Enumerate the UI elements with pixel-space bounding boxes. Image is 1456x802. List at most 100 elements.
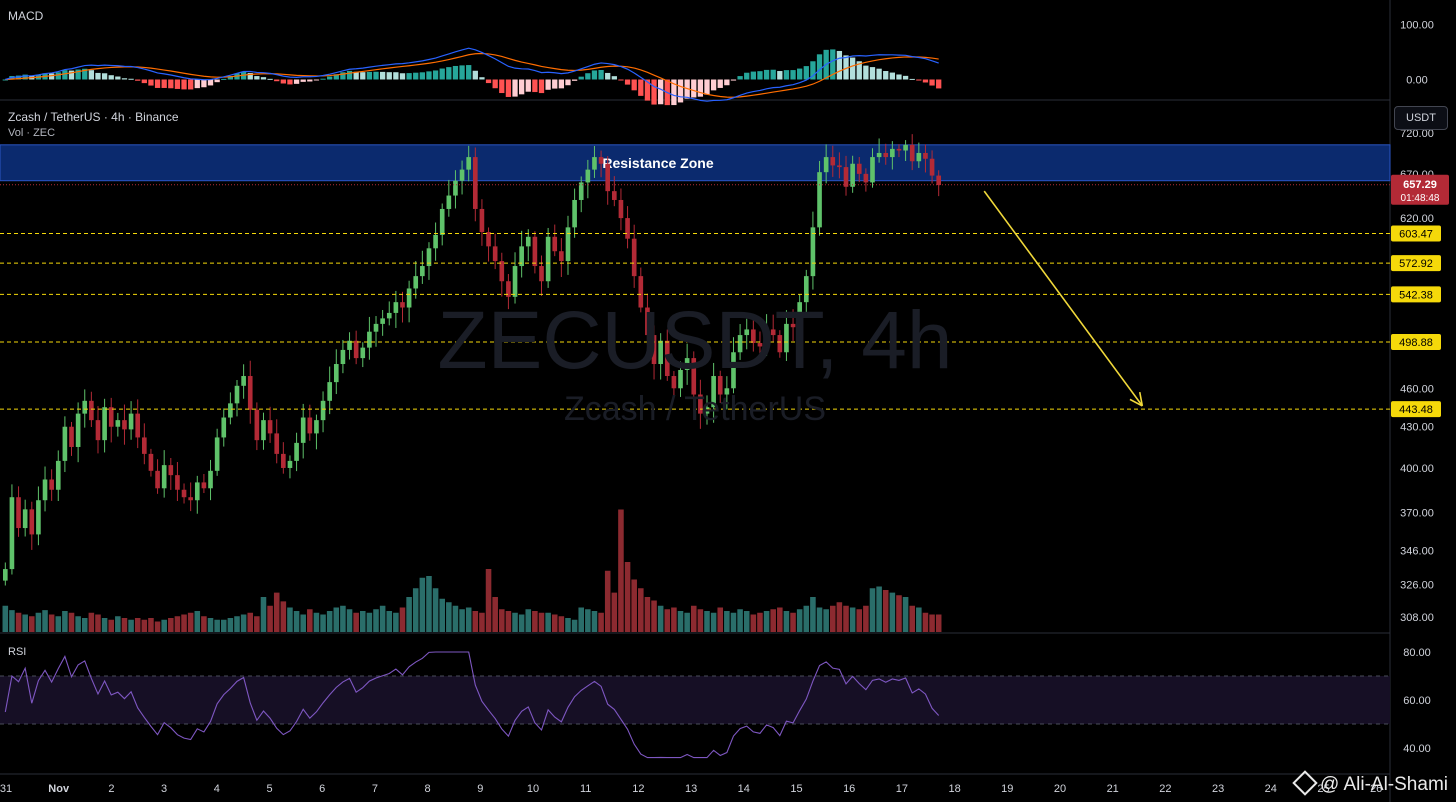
volume-bar xyxy=(29,616,35,632)
volume-bar xyxy=(479,612,485,632)
level-price-tag xyxy=(1391,255,1441,272)
macd-histogram-bar xyxy=(115,76,121,80)
volume-bar xyxy=(128,619,134,632)
macd-histogram-bar xyxy=(922,79,929,83)
candle-body xyxy=(281,453,286,468)
candle-body xyxy=(479,208,485,233)
macd-histogram-bar xyxy=(274,79,280,82)
volume-bar xyxy=(346,609,353,632)
macd-histogram-bar xyxy=(545,79,551,90)
time-tick-label: 11 xyxy=(580,783,591,795)
macd-histogram-bar xyxy=(426,71,432,80)
time-tick-label: 23 xyxy=(1212,783,1224,795)
volume-bar xyxy=(207,618,214,632)
candle-body xyxy=(790,323,796,328)
symbol-title[interactable]: Zcash / TetherUS · 4h · Binance xyxy=(8,110,179,124)
volume-bar xyxy=(790,612,796,632)
volume-bar xyxy=(499,609,505,632)
candle-body xyxy=(433,234,438,249)
candle-body xyxy=(9,497,15,570)
candle-body xyxy=(393,302,399,313)
candle-body xyxy=(565,227,571,262)
macd-histogram-bar xyxy=(432,70,439,80)
volume-bar xyxy=(62,611,68,632)
macd-histogram-bar xyxy=(591,70,598,80)
macd-histogram-bar xyxy=(360,72,366,80)
volume-bar xyxy=(439,598,445,632)
macd-histogram-bar xyxy=(790,70,796,80)
volume-bar xyxy=(181,614,187,632)
candle-body xyxy=(823,157,829,173)
volume-pane xyxy=(2,509,942,632)
level-price-label: 572.92 xyxy=(1399,258,1433,270)
last-price-countdown: 01:48:48 xyxy=(1401,193,1440,204)
candle-body xyxy=(552,236,558,252)
rsi-tick-label: 60.00 xyxy=(1403,695,1431,707)
volume-bar xyxy=(485,569,492,632)
price-axis: 720.00670.00620.00460.00430.00400.00370.… xyxy=(1391,128,1449,624)
volume-bar xyxy=(777,607,783,632)
macd-histogram-bar xyxy=(505,79,512,97)
macd-histogram-bar xyxy=(863,65,869,80)
candle-body xyxy=(22,509,28,529)
volume-bar xyxy=(843,605,849,632)
volume-bar xyxy=(525,609,532,632)
volume-bar xyxy=(717,607,724,632)
macd-pane: 100.00 0.00 xyxy=(2,20,1434,106)
candle-body xyxy=(320,400,326,421)
time-tick-label: 14 xyxy=(738,783,750,795)
price-tick-label: 460.00 xyxy=(1400,383,1434,395)
volume-bar xyxy=(750,614,757,632)
candle-body xyxy=(678,369,683,389)
time-tick-label: 19 xyxy=(1001,783,1013,795)
volume-bar xyxy=(638,588,644,632)
volume-bar xyxy=(644,597,651,632)
macd-histogram-bar xyxy=(15,75,22,80)
candle-body xyxy=(638,276,644,308)
support-levels xyxy=(0,184,1390,410)
volume-bar xyxy=(307,609,313,632)
macd-histogram-bar xyxy=(585,73,591,80)
time-tick-label: 18 xyxy=(948,783,960,795)
candle-body xyxy=(929,158,935,176)
volume-bar xyxy=(220,619,227,632)
macd-histogram-bar xyxy=(201,79,207,88)
macd-histogram-bar xyxy=(810,61,816,80)
candle-body xyxy=(89,400,94,421)
macd-histogram-bar xyxy=(154,79,161,88)
level-price-label: 443.48 xyxy=(1399,404,1433,416)
candle-body xyxy=(512,266,518,297)
volume-bar xyxy=(724,611,730,632)
candle-body xyxy=(327,382,332,401)
volume-bar xyxy=(803,605,810,632)
volume-bar xyxy=(697,609,704,632)
candle-body xyxy=(592,157,597,170)
volume-bar xyxy=(558,616,565,632)
macd-histogram-bar xyxy=(373,71,379,80)
volume-bar xyxy=(472,611,479,632)
volume-bar xyxy=(373,609,379,632)
time-tick-label: 20 xyxy=(1054,783,1066,795)
candle-body xyxy=(175,475,180,490)
macd-histogram-bar xyxy=(260,77,267,80)
volume-bar xyxy=(168,618,174,632)
macd-histogram-bar xyxy=(439,68,445,80)
currency-badge[interactable]: USDT xyxy=(1394,106,1448,130)
volume-bar xyxy=(604,570,611,632)
volume-bar xyxy=(419,577,426,632)
volume-bar xyxy=(293,611,300,632)
macd-histogram-bar xyxy=(770,69,776,80)
volume-title[interactable]: Vol · ZEC xyxy=(8,127,56,139)
time-tick-label: 31 xyxy=(0,783,12,795)
macd-histogram-bar xyxy=(459,65,465,80)
volume-bar xyxy=(545,612,551,632)
volume-bar xyxy=(876,586,882,632)
candle-body xyxy=(426,248,432,267)
volume-bar xyxy=(935,614,942,632)
candle-body xyxy=(181,489,187,498)
candle-body xyxy=(287,460,293,468)
candle-body xyxy=(612,191,617,200)
macd-histogram-bar xyxy=(929,79,935,86)
volume-bar xyxy=(240,614,247,632)
candle-body xyxy=(711,376,716,408)
